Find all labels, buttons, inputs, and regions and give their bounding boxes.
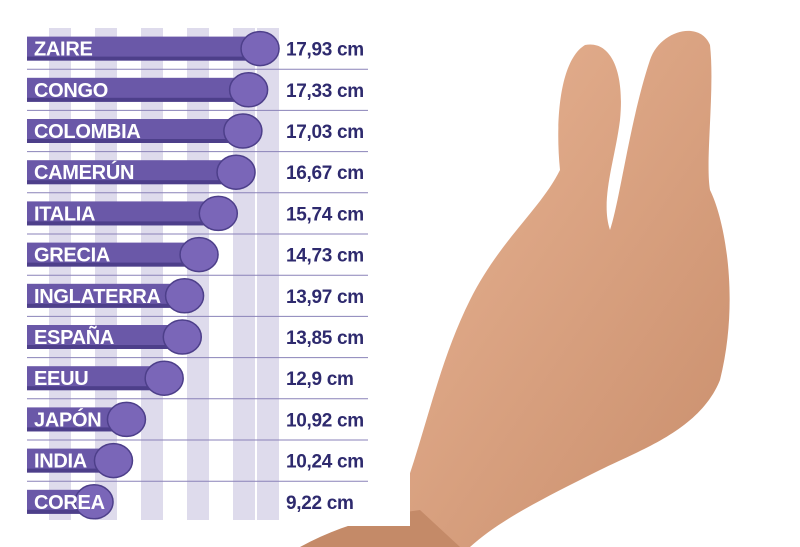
bar-shadow — [27, 345, 171, 349]
bar-row: GRECIA 14,73 cm — [27, 233, 368, 273]
grid-stripe — [257, 28, 279, 520]
chart-panel — [18, 20, 410, 526]
category-label: GRECIA — [34, 245, 110, 267]
bar-head — [144, 360, 184, 396]
grid-stripe — [233, 28, 255, 520]
bar-head — [93, 442, 134, 479]
value-label: 17,93 cm — [286, 40, 364, 61]
value-label: 16,67 cm — [286, 163, 364, 184]
bar-shadow — [27, 221, 207, 226]
value-label: 13,97 cm — [286, 287, 364, 308]
bar-shadow — [27, 180, 225, 185]
bar-shadow — [27, 468, 102, 473]
bar-row: CONGO 17,33 cm — [27, 68, 368, 108]
category-label: EEUU — [34, 368, 88, 390]
bar-shadow — [27, 97, 237, 102]
category-label: COLOMBIA — [34, 121, 140, 143]
bar-head — [179, 236, 219, 273]
value-label: 15,74 cm — [286, 204, 364, 225]
grid-stripe — [95, 28, 117, 520]
bar-shadow — [27, 509, 83, 514]
bar-row: CAMERÚN 16,67 cm — [27, 151, 368, 190]
category-label: INDIA — [34, 451, 87, 473]
bar-head — [223, 113, 263, 149]
bar-head — [240, 30, 280, 67]
value-label: 17,33 cm — [286, 81, 364, 102]
bar-shadow — [27, 427, 115, 432]
bar-row: COREA 9,22 cm — [27, 480, 368, 520]
bar-head — [162, 319, 203, 355]
bar-shadow — [27, 139, 231, 143]
bar-row: INGLATERRA 13,97 cm — [27, 274, 368, 314]
bar-row: JAPÓN 10,92 cm — [27, 398, 368, 438]
category-label: ESPAÑA — [34, 326, 114, 349]
bar-row: INDIA 10,24 cm — [27, 439, 368, 479]
bar-row: ITALIA 15,74 cm — [27, 192, 368, 232]
bar-row: EEUU 12,9 cm — [27, 357, 368, 396]
arm-shape — [300, 510, 460, 547]
bar-shadow — [27, 303, 173, 308]
bar-shadow — [27, 386, 153, 391]
category-label: CAMERÚN — [34, 160, 134, 184]
value-label: 13,85 cm — [286, 328, 364, 349]
value-label: 9,22 cm — [286, 493, 354, 514]
bar-row: COLOMBIA 17,03 cm — [27, 109, 368, 149]
value-label: 17,03 cm — [286, 122, 364, 143]
bar-head — [198, 195, 239, 232]
bar-head — [106, 401, 147, 438]
value-label: 10,24 cm — [286, 452, 364, 473]
grid-stripe — [49, 28, 71, 520]
grid-stripe — [187, 28, 209, 520]
grid-stripe — [141, 28, 163, 520]
bar-head — [164, 278, 205, 314]
value-label: 12,9 cm — [286, 369, 354, 390]
bar-row: ZAIRE 17,93 cm — [27, 30, 364, 67]
category-label: JAPÓN — [34, 407, 101, 431]
category-label: ITALIA — [34, 203, 95, 225]
category-label: CONGO — [34, 80, 108, 102]
category-label: ZAIRE — [34, 39, 93, 61]
bar-head — [74, 484, 114, 520]
value-label: 14,73 cm — [286, 246, 364, 267]
value-label: 10,92 cm — [286, 410, 364, 431]
category-label: COREA — [34, 492, 105, 514]
hand-shape — [380, 30, 730, 547]
bar-shadow — [27, 262, 188, 267]
bar-head — [228, 72, 269, 108]
bar-head — [216, 154, 256, 190]
category-label: INGLATERRA — [34, 286, 161, 308]
bar-row: ESPAÑA 13,85 cm — [27, 315, 368, 355]
bar-shadow — [27, 56, 249, 61]
